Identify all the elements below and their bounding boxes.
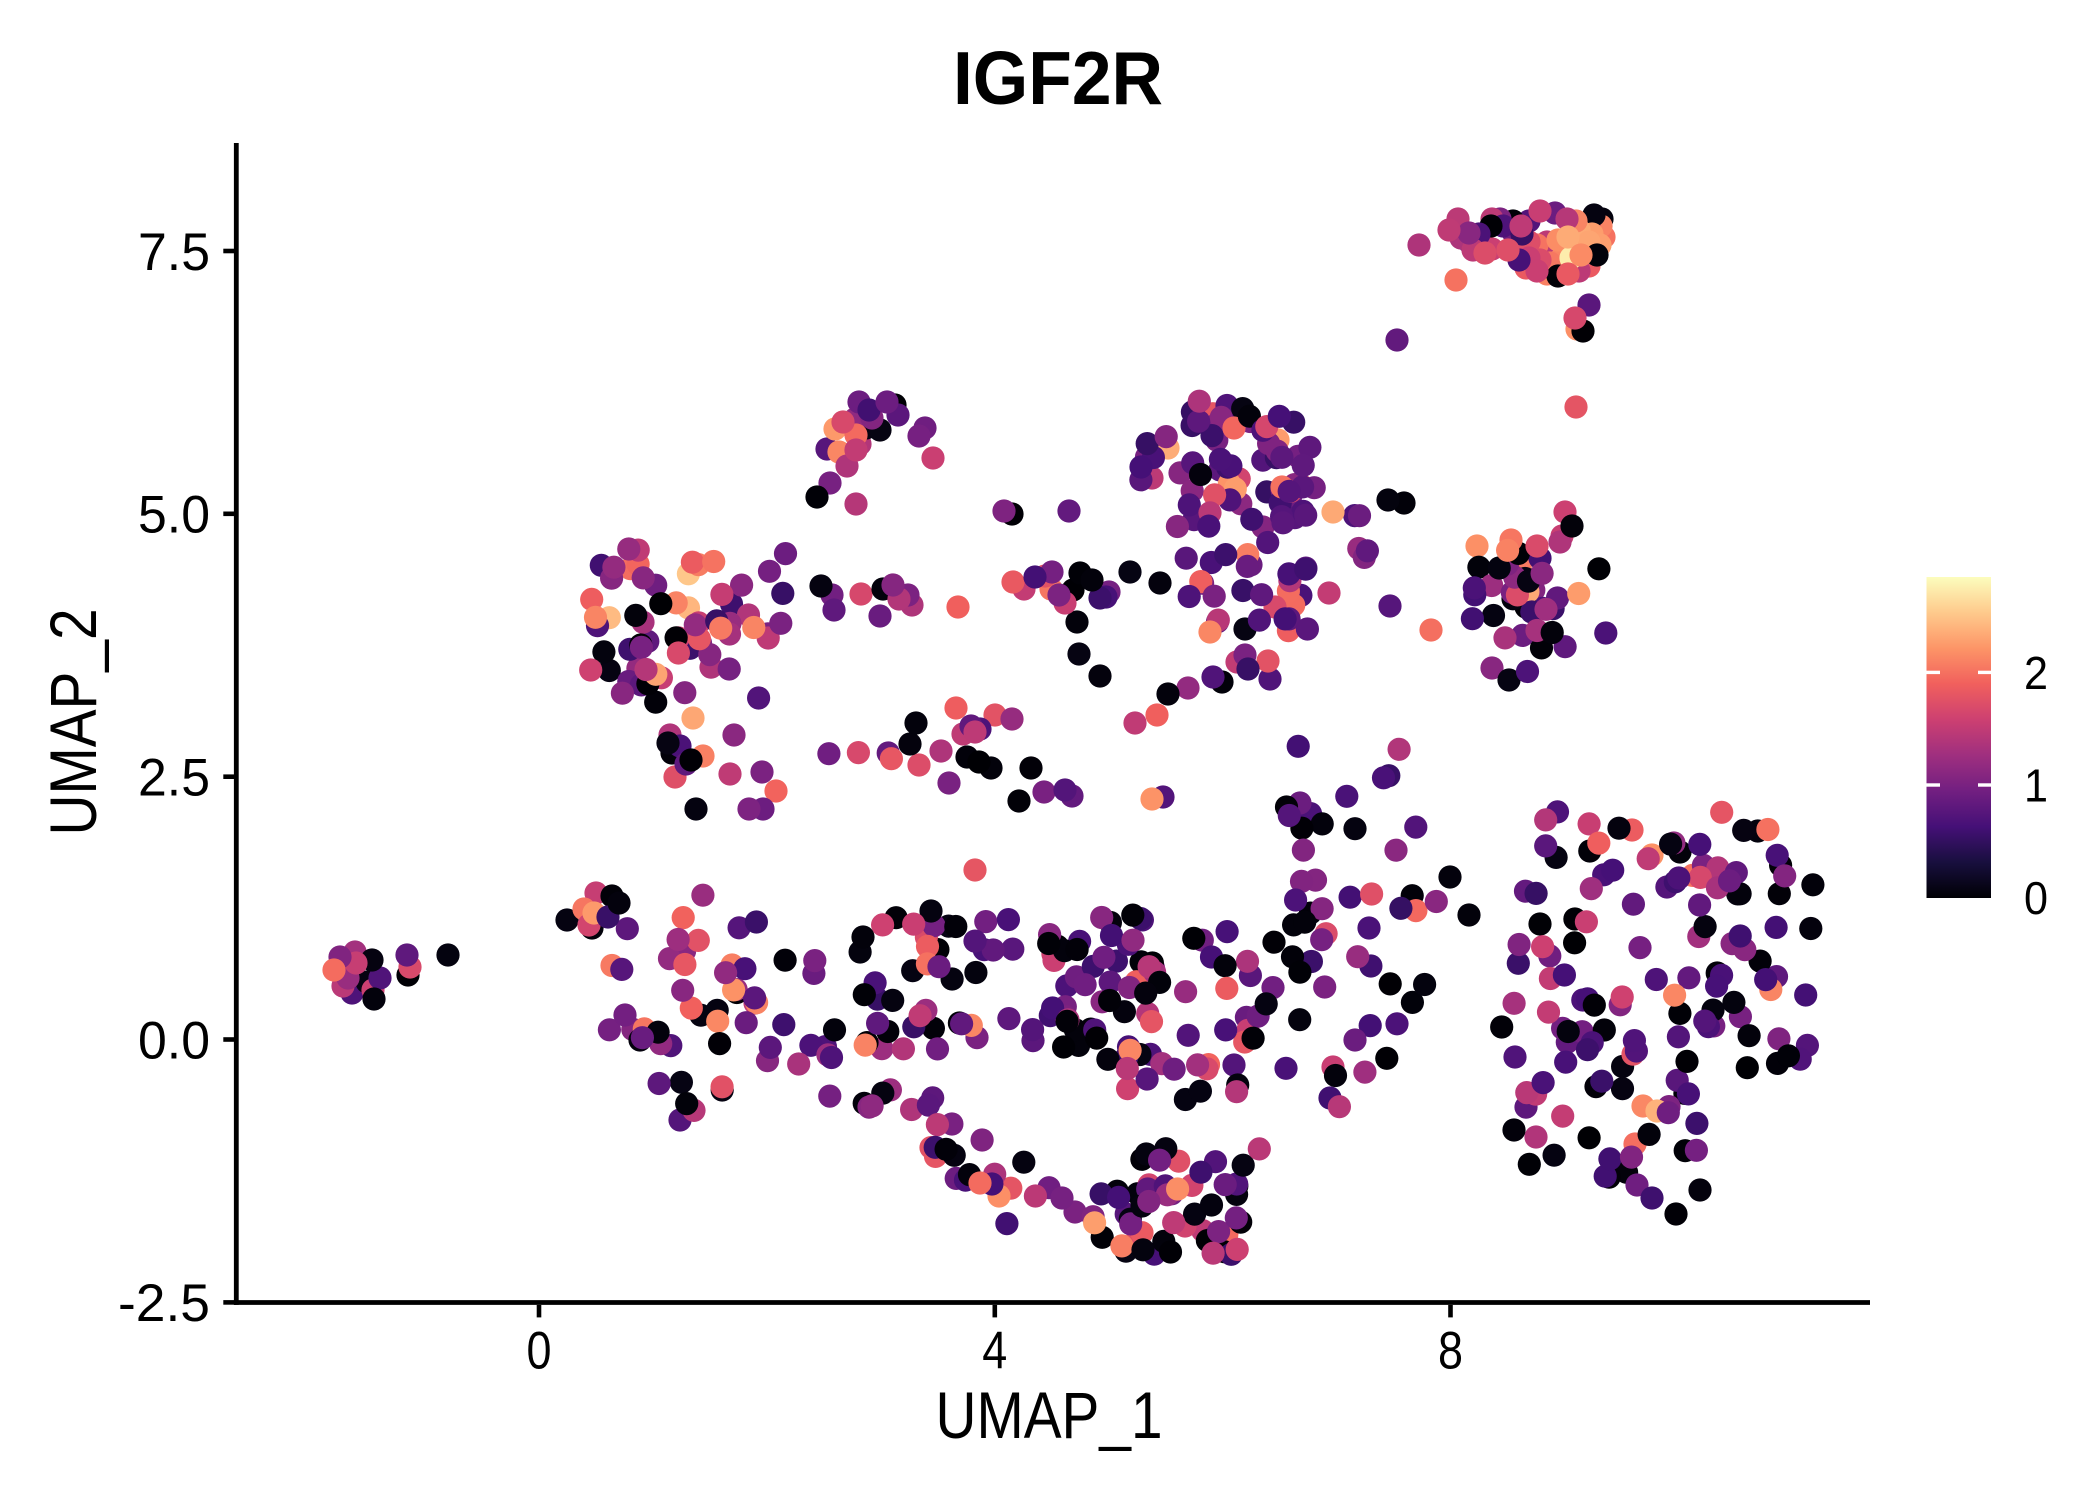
svg-text:8: 8 xyxy=(1438,1322,1463,1381)
svg-text:5.0: 5.0 xyxy=(138,486,210,545)
svg-text:0: 0 xyxy=(527,1322,552,1381)
svg-text:2.5: 2.5 xyxy=(138,749,210,808)
svg-text:IGF2R: IGF2R xyxy=(953,36,1163,120)
svg-text:UMAP_1: UMAP_1 xyxy=(936,1378,1163,1452)
svg-text:4: 4 xyxy=(982,1322,1007,1381)
svg-text:1: 1 xyxy=(2024,760,2048,812)
svg-text:0: 0 xyxy=(2024,872,2048,924)
svg-text:0.0: 0.0 xyxy=(138,1011,210,1070)
svg-text:7.5: 7.5 xyxy=(138,223,210,282)
svg-text:-2.5: -2.5 xyxy=(118,1274,210,1333)
svg-text:2: 2 xyxy=(2024,647,2048,699)
svg-text:UMAP_2: UMAP_2 xyxy=(36,609,110,836)
